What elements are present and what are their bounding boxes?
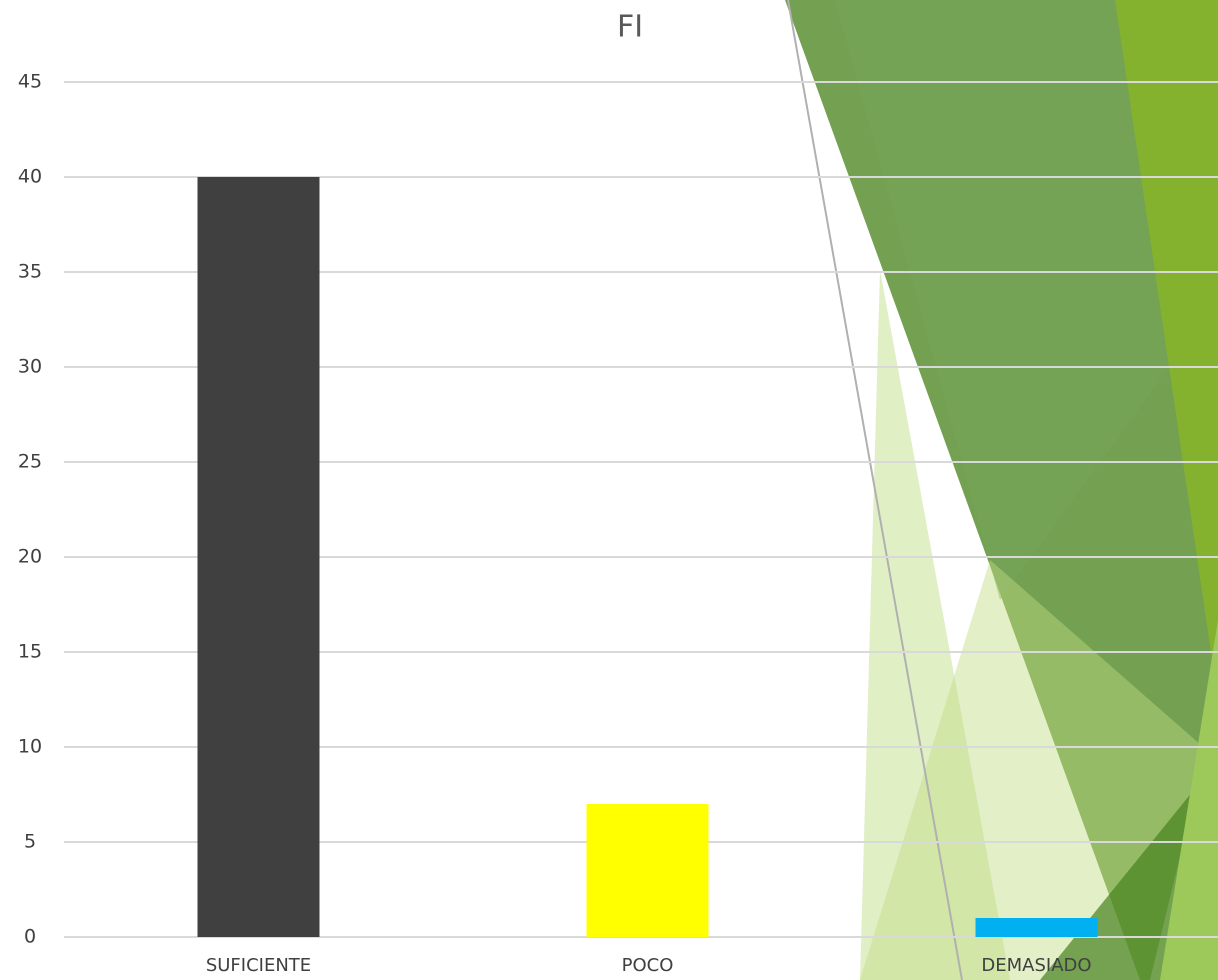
y-tick-label: 45 — [18, 71, 42, 93]
y-tick-label: 25 — [18, 451, 42, 473]
y-tick-label: 30 — [18, 356, 42, 378]
x-tick-label: SUFICIENTE — [206, 955, 311, 976]
decor-shape — [860, 270, 1010, 980]
y-tick-label: 20 — [18, 546, 42, 568]
y-tick-label: 35 — [18, 261, 42, 283]
y-tick-label: 40 — [18, 166, 42, 188]
x-tick-label: DEMASIADO — [981, 955, 1091, 976]
x-tick-label: POCO — [622, 955, 674, 976]
decor-shape — [1160, 620, 1218, 980]
background-decoration — [785, 0, 1218, 980]
bar — [586, 804, 709, 937]
y-tick-label: 10 — [18, 736, 42, 758]
decor-line — [787, 0, 963, 980]
y-tick-label: 15 — [18, 641, 42, 663]
decor-shape — [1115, 0, 1218, 700]
y-tick-label: 0 — [24, 926, 36, 948]
chart-title: FI — [617, 10, 643, 45]
decor-shape — [835, 0, 1218, 600]
y-tick-label: 5 — [24, 831, 36, 853]
bar — [975, 918, 1098, 937]
bar — [197, 177, 320, 937]
